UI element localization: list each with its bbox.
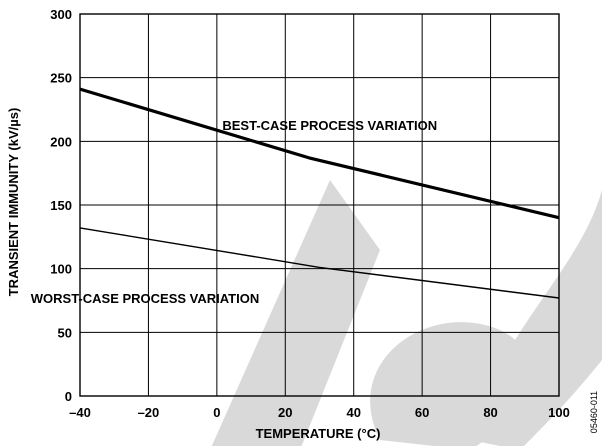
y-tick-label: 0	[65, 389, 72, 404]
x-tick-label: 100	[548, 405, 570, 420]
figure-id: 05460-011	[589, 391, 599, 433]
x-axis-ticks: –40 –20 0 20 40 60 80 100	[69, 405, 570, 420]
y-tick-label: 50	[58, 325, 72, 340]
x-tick-label: 20	[278, 405, 292, 420]
worst-case-series-line	[79, 227, 560, 299]
x-axis-label: TEMPERATURE (°C)	[256, 426, 381, 441]
y-tick-label: 300	[50, 7, 72, 22]
watermark-stroke	[470, 190, 602, 446]
y-axis-ticks: 0 50 100 150 200 250 300	[50, 7, 72, 404]
series-group	[79, 87, 560, 299]
x-tick-label: 40	[346, 405, 360, 420]
annotations: BEST-CASE PROCESS VARIATION WORST-CASE PR…	[31, 118, 437, 306]
x-tick-label: 0	[213, 405, 220, 420]
y-tick-label: 250	[50, 71, 72, 86]
y-tick-label: 100	[50, 262, 72, 277]
worst-case-annotation: WORST-CASE PROCESS VARIATION	[31, 291, 259, 306]
watermark-stroke	[211, 180, 380, 446]
best-case-series-line	[79, 87, 560, 220]
x-tick-label: –20	[138, 405, 160, 420]
x-tick-label: 80	[483, 405, 497, 420]
x-tick-label: –40	[69, 405, 91, 420]
best-case-annotation: BEST-CASE PROCESS VARIATION	[222, 118, 437, 133]
y-tick-label: 200	[50, 134, 72, 149]
y-tick-label: 150	[50, 198, 72, 213]
y-axis-label: TRANSIENT IMMUNITY (kV/µs)	[6, 108, 21, 297]
watermark	[211, 180, 602, 446]
plot-frame	[79, 13, 560, 397]
x-tick-label: 60	[415, 405, 429, 420]
